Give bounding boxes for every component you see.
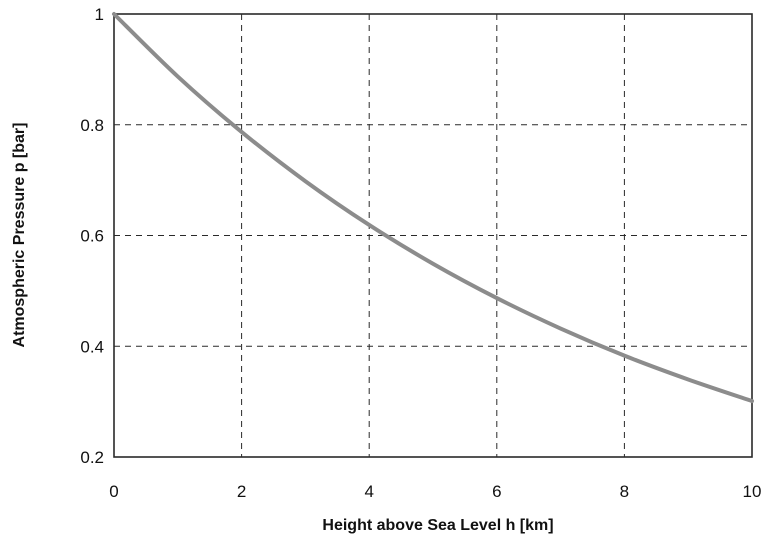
x-tick-label: 0 bbox=[109, 482, 118, 501]
plot-frame bbox=[113, 13, 753, 458]
data-point bbox=[176, 75, 180, 79]
data-point bbox=[303, 179, 307, 183]
y-tick-label: 0.4 bbox=[80, 337, 104, 356]
x-tick-label: 8 bbox=[620, 482, 629, 501]
x-tick-label: 4 bbox=[364, 482, 373, 501]
x-tick-labels: 0 2 4 6 8 10 bbox=[109, 482, 761, 501]
data-point bbox=[686, 377, 690, 381]
y-tick-labels: 0.2 0.4 0.6 0.8 1 bbox=[80, 5, 104, 467]
y-tick-label: 0.6 bbox=[80, 227, 104, 246]
y-tick-label: 1 bbox=[95, 5, 104, 24]
pressure-curve-line bbox=[112, 12, 754, 404]
data-point bbox=[431, 262, 435, 266]
y-axis-label: Atmospheric Pressure p [bar] bbox=[11, 123, 28, 348]
y-tick-label: 0.2 bbox=[80, 448, 104, 467]
data-point bbox=[367, 223, 371, 227]
data-point bbox=[240, 130, 244, 134]
series-layer bbox=[112, 12, 754, 404]
x-axis-label: Height above Sea Level h [km] bbox=[322, 517, 553, 534]
data-point bbox=[495, 296, 499, 300]
data-point bbox=[750, 399, 754, 403]
x-tick-label: 2 bbox=[237, 482, 246, 501]
x-tick-label: 10 bbox=[743, 482, 762, 501]
y-tick-label: 0.8 bbox=[80, 116, 104, 135]
data-point bbox=[559, 327, 563, 331]
horizontal-grid-lines bbox=[114, 124, 752, 347]
data-point bbox=[112, 12, 116, 16]
data-point bbox=[622, 354, 626, 358]
x-tick-label: 6 bbox=[492, 482, 501, 501]
